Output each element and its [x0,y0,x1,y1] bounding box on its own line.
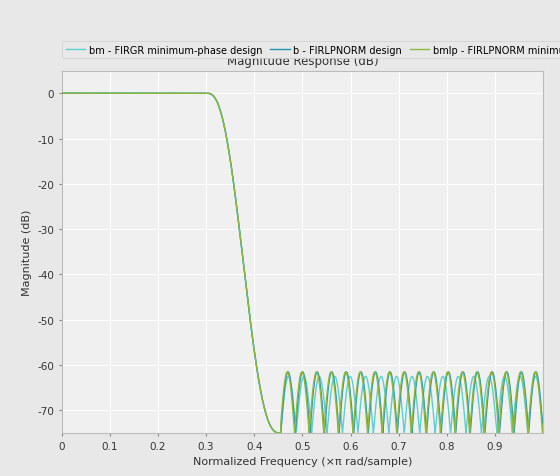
bmlp - FIRLPNORM minimum-phase design [277,430,284,436]
Title: Magnitude Response (dB): Magnitude Response (dB) [227,54,378,68]
b - FIRLPNORM design [58,91,65,97]
bm - FIRGR minimum-phase design [484,377,491,382]
bmlp - FIRLPNORM minimum-phase design [484,387,491,393]
bm - FIRGR minimum-phase design [540,430,547,436]
Legend: bm - FIRGR minimum-phase design, b - FIRLPNORM design, bmlp - FIRLPNORM minimum-: bm - FIRGR minimum-phase design, b - FIR… [62,41,560,60]
b - FIRLPNORM design [528,405,534,410]
b - FIRLPNORM design [510,414,516,419]
b - FIRLPNORM design [450,397,456,402]
Line: bm - FIRGR minimum-phase design: bm - FIRGR minimum-phase design [62,94,543,433]
bmlp - FIRLPNORM minimum-phase design [540,421,547,427]
bmlp - FIRLPNORM minimum-phase design [58,91,65,97]
Line: b - FIRLPNORM design: b - FIRLPNORM design [62,94,543,433]
bm - FIRGR minimum-phase design [58,91,65,97]
bm - FIRGR minimum-phase design [450,404,456,409]
Line: bmlp - FIRLPNORM minimum-phase design: bmlp - FIRLPNORM minimum-phase design [62,94,543,433]
X-axis label: Normalized Frequency (×π rad/sample): Normalized Frequency (×π rad/sample) [193,456,412,466]
bmlp - FIRLPNORM minimum-phase design [510,424,516,430]
bmlp - FIRLPNORM minimum-phase design [528,396,534,401]
bm - FIRGR minimum-phase design [379,377,386,382]
bm - FIRGR minimum-phase design [528,399,534,405]
bm - FIRGR minimum-phase design [510,426,516,431]
b - FIRLPNORM design [379,428,386,434]
Y-axis label: Magnitude (dB): Magnitude (dB) [21,209,31,296]
bmlp - FIRLPNORM minimum-phase design [96,91,103,97]
bm - FIRGR minimum-phase design [96,91,103,97]
b - FIRLPNORM design [96,91,103,97]
b - FIRLPNORM design [484,396,491,401]
bmlp - FIRLPNORM minimum-phase design [380,421,386,427]
bmlp - FIRLPNORM minimum-phase design [450,406,456,412]
b - FIRLPNORM design [540,430,547,436]
